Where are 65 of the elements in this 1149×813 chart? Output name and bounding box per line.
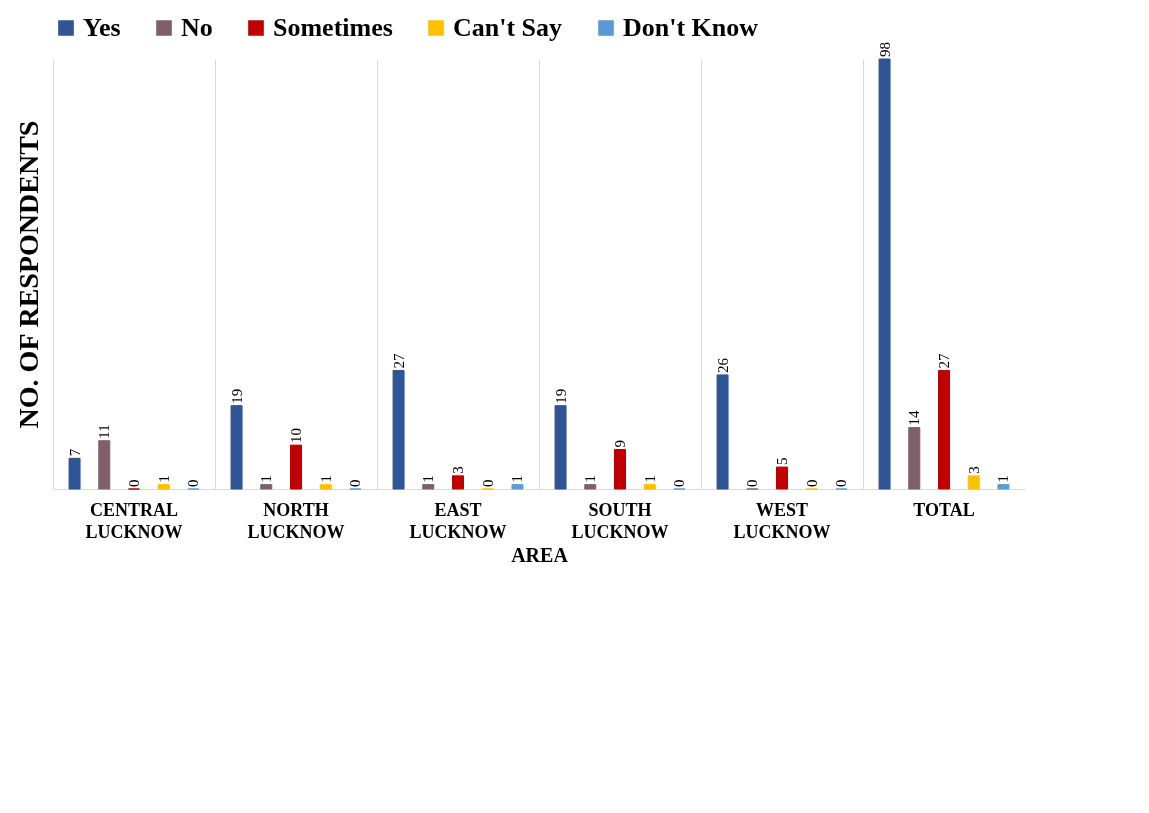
data-label: 1 (582, 475, 599, 483)
bar (452, 475, 464, 490)
legend-label: Sometimes (273, 13, 393, 42)
bar (614, 449, 626, 490)
bar (98, 440, 111, 490)
data-label: 98 (876, 42, 893, 57)
bar (157, 484, 170, 490)
bar (908, 427, 921, 490)
data-label: 0 (803, 479, 820, 487)
data-label: 11 (96, 424, 113, 439)
x-tick-label: SOUTH LUCKNOW (571, 499, 669, 542)
bar (643, 484, 656, 490)
data-label: 7 (66, 448, 83, 457)
bar (584, 484, 597, 490)
x-tick-label: NORTH LUCKNOW (247, 499, 345, 542)
bar (511, 484, 524, 490)
data-label: 1 (509, 475, 526, 483)
x-axis-title: AREA (511, 543, 569, 566)
bar (290, 444, 302, 490)
data-label: 3 (965, 466, 982, 474)
legend-label: Don't Know (623, 13, 759, 42)
data-label: 0 (347, 479, 364, 487)
bar (997, 484, 1010, 490)
x-tick-label: TOTAL (913, 499, 975, 520)
bar (554, 405, 567, 490)
data-label: 0 (744, 479, 761, 487)
data-label: 1 (317, 475, 334, 483)
bar (230, 405, 243, 490)
data-label: 1 (155, 475, 172, 483)
data-label: 9 (612, 440, 628, 448)
legend-label: No (181, 13, 213, 42)
data-label: 1 (995, 475, 1012, 483)
data-label: 10 (288, 428, 304, 444)
bar (878, 58, 891, 490)
data-label: 27 (390, 353, 407, 369)
bar (68, 457, 81, 490)
x-tick-label: WEST LUCKNOW (733, 499, 831, 542)
x-tick-label: EAST LUCKNOW (409, 499, 507, 542)
bar (392, 370, 405, 490)
data-label: 0 (185, 479, 202, 487)
data-label: 27 (936, 353, 952, 369)
bar (776, 466, 788, 490)
data-label: 0 (126, 479, 142, 487)
bar (938, 370, 950, 490)
y-axis-title: NO. OF RESPONDENTS (12, 120, 44, 429)
bar (967, 475, 980, 490)
data-label: 0 (479, 479, 496, 487)
data-label: 1 (258, 475, 275, 483)
data-label: 26 (714, 357, 731, 373)
data-label: 0 (671, 479, 688, 487)
bar (422, 484, 435, 490)
data-label: 1 (420, 475, 437, 483)
data-label: 19 (228, 388, 245, 404)
legend-label: Can't Say (453, 13, 563, 42)
data-label: 3 (450, 466, 466, 474)
bar (716, 374, 729, 490)
legend-label: Yes (83, 13, 121, 42)
data-label: 14 (906, 410, 923, 426)
data-label: 5 (774, 457, 790, 466)
data-label: 19 (552, 388, 569, 404)
bar (319, 484, 332, 490)
bar (260, 484, 273, 490)
data-label: 1 (641, 475, 658, 483)
data-label: 0 (833, 479, 850, 487)
x-tick-label: CENTRAL LUCKNOW (85, 499, 183, 542)
